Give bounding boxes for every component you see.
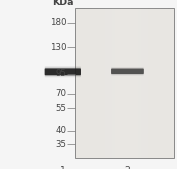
Bar <box>115 8 118 158</box>
Bar <box>155 8 158 158</box>
Bar <box>168 8 171 158</box>
Bar <box>102 8 105 158</box>
Bar <box>151 8 155 158</box>
FancyBboxPatch shape <box>45 68 81 76</box>
Bar <box>118 8 121 158</box>
Bar <box>158 8 161 158</box>
Bar <box>108 8 112 158</box>
FancyBboxPatch shape <box>111 69 144 74</box>
Bar <box>75 8 174 158</box>
Bar <box>148 8 151 158</box>
Bar <box>98 8 102 158</box>
Bar <box>145 8 148 158</box>
FancyBboxPatch shape <box>111 68 144 75</box>
Bar <box>138 8 141 158</box>
Bar <box>85 8 88 158</box>
Text: 95: 95 <box>56 69 66 78</box>
Bar <box>88 8 92 158</box>
Bar <box>164 8 168 158</box>
Bar <box>171 8 174 158</box>
Bar <box>79 8 82 158</box>
Bar <box>135 8 138 158</box>
Text: 70: 70 <box>55 89 66 98</box>
Bar <box>128 8 131 158</box>
FancyBboxPatch shape <box>45 66 81 77</box>
Bar <box>112 8 115 158</box>
FancyBboxPatch shape <box>45 68 81 75</box>
Bar <box>131 8 135 158</box>
FancyBboxPatch shape <box>111 67 144 76</box>
Bar <box>95 8 98 158</box>
Text: 55: 55 <box>55 104 66 113</box>
Bar <box>125 8 128 158</box>
Text: 40: 40 <box>55 126 66 136</box>
Bar <box>121 8 125 158</box>
Bar <box>141 8 145 158</box>
Text: KDa: KDa <box>52 0 73 7</box>
Bar <box>92 8 95 158</box>
Text: 35: 35 <box>55 140 66 149</box>
Text: 180: 180 <box>50 18 66 27</box>
Text: 2: 2 <box>124 166 130 169</box>
Bar <box>161 8 164 158</box>
Text: 1: 1 <box>60 166 66 169</box>
Bar <box>105 8 108 158</box>
Bar <box>82 8 85 158</box>
Text: 130: 130 <box>50 43 66 52</box>
